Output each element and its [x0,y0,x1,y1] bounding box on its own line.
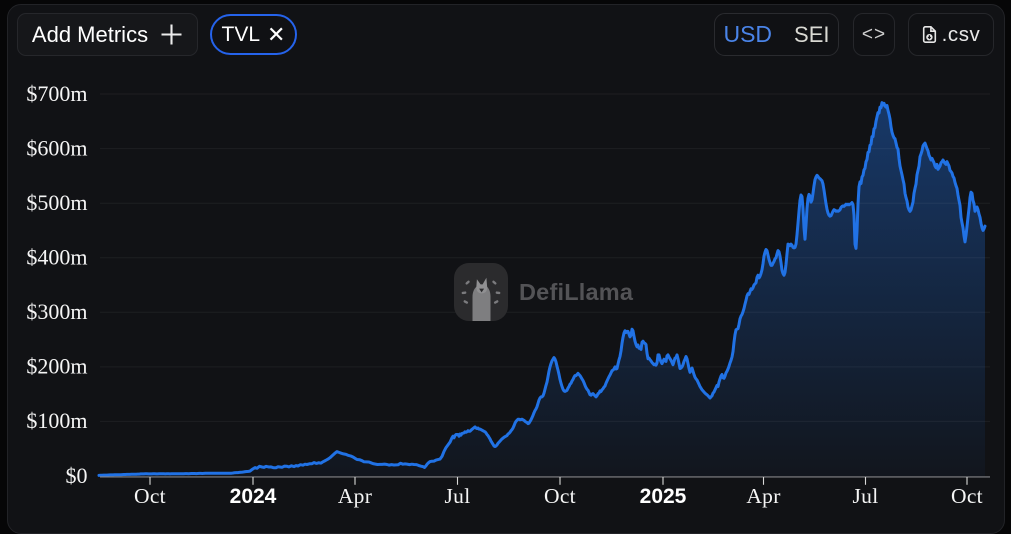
svg-text:$600m: $600m [26,135,87,160]
svg-text:Apr: Apr [746,484,780,508]
svg-text:2025: 2025 [640,485,687,508]
svg-text:$0: $0 [66,463,88,488]
svg-text:Oct: Oct [951,484,983,508]
svg-text:Jul: Jul [445,484,471,508]
svg-text:Apr: Apr [338,484,372,508]
svg-text:$400m: $400m [26,245,87,270]
svg-text:Jul: Jul [853,484,879,508]
svg-text:$100m: $100m [26,408,87,433]
svg-text:$300m: $300m [26,299,87,324]
svg-text:2024: 2024 [230,485,277,508]
svg-text:Oct: Oct [134,484,166,508]
svg-text:$700m: $700m [26,81,87,106]
svg-text:Oct: Oct [544,484,576,508]
svg-text:$500m: $500m [26,190,87,215]
svg-text:$200m: $200m [26,354,87,379]
